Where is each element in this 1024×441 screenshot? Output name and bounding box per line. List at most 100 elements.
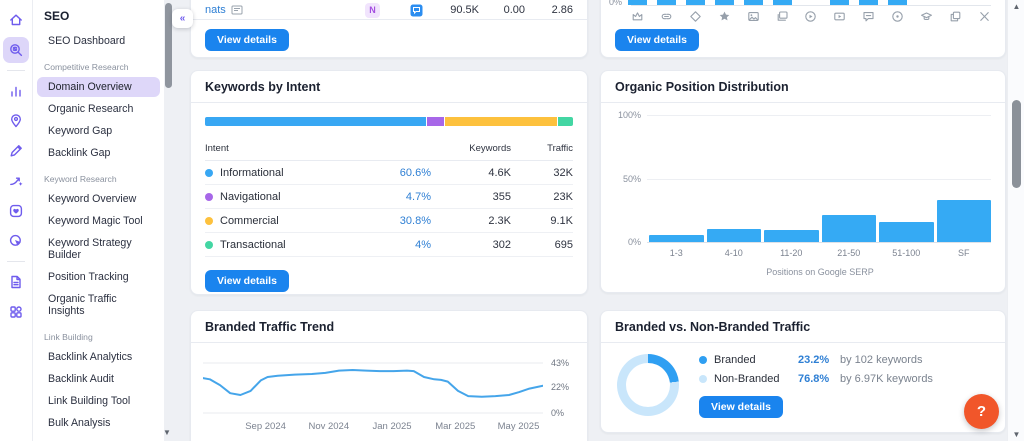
position-bar-SF	[936, 200, 991, 242]
sidebar-item-seo-dashboard[interactable]: SEO Dashboard	[48, 35, 126, 47]
position-bars	[649, 115, 991, 242]
intent-keywords: 355	[492, 190, 511, 203]
serp-bar	[859, 0, 879, 5]
sidebar-header: SEO	[44, 9, 70, 23]
intent-percent-link[interactable]: 4.7%	[405, 190, 431, 203]
intent-traffic: 23K	[553, 190, 573, 203]
trends-icon[interactable]	[3, 78, 29, 104]
discussion-icon	[862, 10, 875, 23]
sidebar-collapse-button[interactable]: «	[172, 9, 193, 28]
x-tick-label: May 2025	[497, 421, 540, 432]
sidebar-item-bulk-analysis[interactable]: Bulk Analysis	[48, 417, 111, 429]
local-icon[interactable]	[3, 108, 29, 134]
keyword-cpc: 2.86	[551, 4, 573, 16]
view-details-button[interactable]: View details	[205, 29, 289, 51]
home-icon[interactable]	[3, 7, 29, 33]
intent-percent-link[interactable]: 4%	[415, 238, 431, 251]
legend-percent-link[interactable]: 76.8%	[798, 373, 830, 385]
sidebar-item-position-tracking[interactable]: Position Tracking	[48, 271, 129, 283]
serp-bar-slot	[628, 0, 647, 5]
column-keywords: Keywords	[469, 143, 511, 154]
intent-percent-link[interactable]: 30.8%	[399, 214, 431, 227]
ai-icon[interactable]	[3, 168, 29, 194]
rail-divider	[7, 261, 25, 262]
serp-features-card: 0% View details	[600, 0, 1006, 58]
serp-bar-slot	[714, 0, 734, 5]
sidebar-scroll-down-arrow[interactable]: ▼	[163, 428, 171, 437]
x-tick-label: 21-50	[837, 248, 861, 258]
help-button[interactable]: ?	[964, 394, 999, 429]
x-tick-label: Nov 2024	[308, 421, 350, 432]
branded-dot	[699, 356, 707, 364]
sidebar-item-backlink-audit[interactable]: Backlink Audit	[48, 373, 114, 385]
x-twitter-icon	[978, 10, 991, 23]
advertising-icon[interactable]	[3, 228, 29, 254]
x-tick-label: 1-3	[669, 248, 683, 258]
sidebar-item-backlink-analytics[interactable]: Backlink Analytics	[48, 351, 133, 363]
position-bar-51-100	[879, 221, 934, 242]
sidebar-item-organic-traffic-insights[interactable]: Organic Traffic Insights	[48, 293, 117, 317]
x-tick-label: Jan 2025	[372, 421, 412, 432]
sidebar-item-keyword-overview[interactable]: Keyword Overview	[48, 193, 137, 205]
legend-label: Branded	[714, 354, 756, 366]
sidebar-item-organic-research[interactable]: Organic Research	[48, 103, 134, 115]
column-intent: Intent	[205, 143, 229, 154]
intent-row-informational: Informational 60.6% 4.6K 32K	[205, 161, 573, 185]
sidebar-item-backlink-gap[interactable]: Backlink Gap	[48, 147, 111, 159]
intent-body: Intent Keywords Traffic Informational 60.…	[191, 103, 587, 292]
legend-percent-link[interactable]: 23.2%	[798, 354, 830, 366]
content-icon[interactable]	[3, 138, 29, 164]
branded-traffic-trend-card: Branded Traffic Trend 43% 22% 0% Sep 2024 N…	[190, 310, 588, 441]
intent-traffic: 9.1K	[550, 214, 573, 227]
page-scrollbar-thumb[interactable]	[1012, 100, 1021, 188]
sidebar-item-keyword-gap[interactable]: Keyword Gap	[48, 125, 113, 137]
position-bar-11-20	[764, 229, 819, 242]
serp-axis-line	[631, 5, 991, 6]
serp-bar-slot	[685, 0, 705, 5]
branded-donut-chart	[617, 354, 679, 416]
image-icon	[747, 10, 760, 23]
sidebar-section-label: Keyword Research	[44, 174, 117, 184]
serp-feature-icons	[631, 10, 991, 23]
sidebar-item-keyword-strategy-builder[interactable]: Keyword Strategy Builder	[48, 237, 132, 261]
gridline	[647, 115, 991, 116]
crown-icon	[631, 10, 644, 23]
view-details-button[interactable]: View details	[615, 29, 699, 51]
sidebar-item-keyword-magic-tool[interactable]: Keyword Magic Tool	[48, 215, 143, 227]
social-icon[interactable]	[3, 198, 29, 224]
keyword-link[interactable]: nats	[205, 4, 226, 16]
sidebar-item-link-building-tool[interactable]: Link Building Tool	[48, 395, 131, 407]
icon-rail	[0, 0, 33, 441]
legend-row-nonbranded: Non-Branded 76.8% by 6.97K keywords	[699, 373, 933, 385]
position-x-labels: 1-3 4-10 11-20 21-50 51-100 SF	[649, 248, 991, 258]
intent-bar-segment-commercial	[445, 117, 558, 126]
y-tick-label: 0%	[627, 237, 641, 247]
seo-icon[interactable]	[3, 37, 29, 63]
reports-icon[interactable]	[3, 269, 29, 295]
serp-bar	[628, 0, 647, 5]
position-bar-4-10	[706, 228, 761, 242]
intent-label: Navigational	[220, 190, 281, 203]
y-tick-label: 0%	[551, 408, 565, 418]
intent-label: Commercial	[220, 214, 279, 227]
scroll-down-arrow[interactable]: ▼	[1012, 430, 1021, 439]
intent-label: Transactional	[220, 238, 286, 251]
page-scrollbar: ▲ ▼	[1007, 0, 1024, 441]
sidebar-item-domain-overview[interactable]: Domain Overview	[37, 77, 160, 97]
app-center-icon[interactable]	[3, 299, 29, 325]
right-column: 0% View details Organic Position Distrib…	[600, 0, 1006, 441]
view-details-button[interactable]: View details	[699, 396, 783, 418]
top-organic-keywords-card: nats N 90.5K 0.00 2.86 View details	[190, 0, 588, 58]
serp-bar	[656, 0, 676, 5]
intent-percent-link[interactable]: 60.6%	[399, 166, 431, 179]
column-traffic: Traffic	[547, 143, 573, 154]
serp-bar-slot	[772, 0, 792, 5]
sidebar-scrollbar-thumb[interactable]	[165, 3, 172, 88]
scroll-up-arrow[interactable]: ▲	[1012, 2, 1021, 11]
card-title: Branded Traffic Trend	[205, 320, 335, 334]
view-details-button[interactable]: View details	[205, 270, 289, 292]
serp-bar	[888, 0, 908, 5]
branded-body: Branded 23.2% by 102 keywords Non-Brande…	[601, 343, 1005, 418]
intent-table: Informational 60.6% 4.6K 32K Navigational 4.7…	[205, 161, 573, 257]
left-column: nats N 90.5K 0.00 2.86 View details Keyw…	[190, 0, 588, 441]
